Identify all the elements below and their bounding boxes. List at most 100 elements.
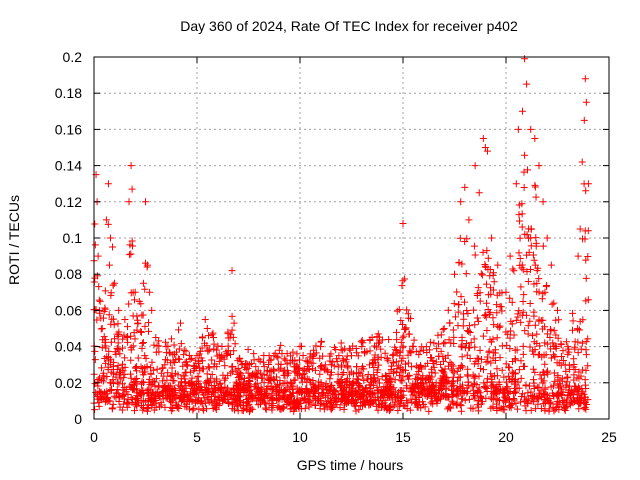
data-point <box>417 379 425 387</box>
data-point <box>328 358 336 366</box>
data-point <box>391 376 399 384</box>
data-point <box>125 300 133 308</box>
data-point <box>203 325 211 332</box>
data-point <box>484 305 492 313</box>
data-point <box>496 302 504 310</box>
y-tick-label: 0.14 <box>55 158 82 174</box>
data-point <box>376 401 384 409</box>
data-point <box>427 354 435 362</box>
data-point <box>139 338 147 346</box>
data-point <box>470 242 478 250</box>
data-point <box>573 388 581 396</box>
data-point <box>398 394 406 402</box>
data-point <box>290 363 298 371</box>
data-point <box>455 258 463 266</box>
data-point <box>312 342 320 350</box>
data-point <box>496 322 504 330</box>
data-point <box>544 370 552 378</box>
data-point <box>555 359 563 367</box>
data-point <box>143 405 151 413</box>
data-point <box>559 356 567 364</box>
data-point <box>172 356 180 364</box>
data-point <box>561 361 569 369</box>
data-point <box>404 399 412 407</box>
data-point <box>118 406 126 414</box>
data-point <box>373 368 381 376</box>
data-point <box>430 339 438 347</box>
data-point <box>218 342 226 350</box>
data-point <box>578 158 586 166</box>
data-point <box>321 402 329 410</box>
data-point <box>568 326 576 334</box>
data-point <box>153 365 161 373</box>
data-point <box>159 395 167 403</box>
data-point <box>105 261 113 269</box>
data-point <box>470 306 478 314</box>
data-point <box>289 400 297 408</box>
data-point <box>378 373 386 381</box>
data-point <box>519 266 527 274</box>
data-point <box>156 392 164 400</box>
data-point <box>366 401 374 409</box>
data-point <box>502 398 510 406</box>
data-point <box>251 370 259 378</box>
data-point <box>244 369 252 377</box>
data-point <box>399 344 407 352</box>
data-point <box>473 354 481 362</box>
data-point <box>535 288 543 296</box>
data-point <box>498 307 506 315</box>
data-point <box>305 359 313 367</box>
data-point <box>124 338 132 346</box>
data-point <box>551 352 559 360</box>
data-point <box>565 361 573 369</box>
data-point <box>576 225 584 233</box>
data-point <box>509 370 517 378</box>
data-point <box>228 326 236 334</box>
data-point <box>127 394 135 402</box>
data-point <box>527 388 535 396</box>
data-point <box>550 326 558 334</box>
data-point <box>474 284 482 292</box>
data-point <box>327 371 335 379</box>
data-point <box>461 183 469 191</box>
data-point <box>137 328 145 336</box>
data-point <box>128 185 136 193</box>
data-point <box>493 406 501 414</box>
data-point <box>523 80 531 88</box>
x-axis-label: GPS time / hours <box>297 457 404 473</box>
data-point <box>128 237 136 245</box>
data-point <box>508 368 516 376</box>
data-point <box>177 391 185 399</box>
data-point <box>539 368 547 376</box>
data-point <box>139 311 147 319</box>
data-point <box>260 363 268 371</box>
data-point <box>296 356 304 364</box>
data-point <box>317 343 325 351</box>
data-point <box>105 311 113 319</box>
data-point <box>124 323 132 331</box>
data-point <box>503 384 511 392</box>
data-point <box>427 399 435 407</box>
data-point <box>108 315 116 323</box>
data-point <box>511 355 519 363</box>
data-point <box>317 397 325 405</box>
data-point <box>533 340 541 348</box>
data-point <box>234 374 242 382</box>
data-point <box>399 373 407 381</box>
data-point <box>541 339 549 347</box>
data-point <box>506 345 514 353</box>
data-point <box>510 267 518 275</box>
data-point <box>537 405 545 413</box>
data-point <box>582 98 590 106</box>
data-point <box>532 234 540 242</box>
data-point <box>101 287 109 295</box>
data-point <box>333 394 341 402</box>
data-point <box>316 400 324 408</box>
data-point <box>466 355 474 363</box>
data-point <box>290 376 298 384</box>
data-point <box>398 320 406 328</box>
data-point <box>343 352 351 360</box>
data-point <box>163 356 171 364</box>
data-point <box>563 374 571 382</box>
data-point <box>245 393 253 401</box>
